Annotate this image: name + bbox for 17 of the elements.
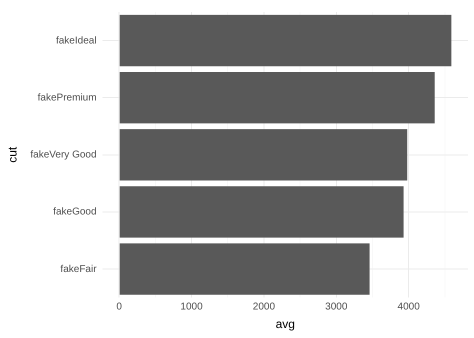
bar: [120, 243, 370, 295]
x-tick-label: 3000: [325, 301, 348, 312]
y-tick-label: fakeGood: [53, 206, 97, 218]
bar: [120, 14, 452, 66]
bar: [120, 129, 408, 181]
y-tick-label: fakeIdeal: [56, 35, 97, 46]
x-tick-label: 2000: [252, 301, 276, 312]
x-tick-label: 0: [116, 301, 122, 312]
bar: [120, 186, 404, 238]
x-axis-title: avg: [276, 317, 295, 332]
y-tick-label: fakeVery Good: [30, 150, 97, 161]
x-tick-label: 1000: [180, 301, 204, 312]
y-tick-label: fakePremium: [38, 92, 97, 104]
bar: [120, 72, 435, 124]
y-tick-label: fakeFair: [60, 264, 98, 275]
x-tick-label: 4000: [398, 301, 420, 312]
y-axis-title: cut: [6, 146, 20, 163]
